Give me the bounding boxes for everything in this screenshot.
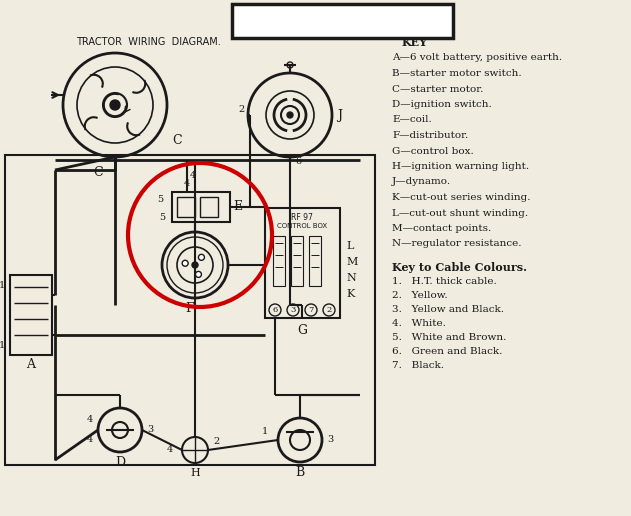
Text: 6: 6: [273, 306, 278, 314]
Text: H—ignition warning light.: H—ignition warning light.: [392, 162, 529, 171]
Text: Key to Cable Colours.: Key to Cable Colours.: [392, 262, 527, 273]
Text: 4: 4: [87, 436, 93, 444]
Bar: [172, 192, 230, 222]
Text: 6: 6: [295, 157, 301, 167]
Text: H: H: [190, 468, 200, 478]
Text: 1: 1: [0, 281, 5, 289]
Text: E: E: [233, 201, 242, 214]
Circle shape: [192, 262, 198, 268]
Circle shape: [182, 260, 188, 266]
Text: N—regulator resistance.: N—regulator resistance.: [392, 239, 521, 249]
Text: 6 Volt TEA 20: 6 Volt TEA 20: [261, 9, 425, 33]
Text: 4: 4: [87, 415, 93, 425]
Text: L: L: [346, 241, 353, 251]
Text: 4: 4: [184, 180, 190, 188]
Text: B—starter motor switch.: B—starter motor switch.: [392, 69, 522, 78]
Bar: [273, 236, 285, 286]
Circle shape: [287, 112, 293, 118]
Text: 2: 2: [239, 105, 245, 114]
Text: B: B: [295, 465, 305, 478]
Text: 1: 1: [0, 341, 5, 349]
Circle shape: [196, 271, 201, 278]
Text: 4: 4: [190, 170, 196, 180]
Text: K—cut-out series winding.: K—cut-out series winding.: [392, 193, 531, 202]
Text: D—ignition switch.: D—ignition switch.: [392, 100, 492, 109]
Text: M—contact points.: M—contact points.: [392, 224, 492, 233]
Circle shape: [198, 254, 204, 261]
Bar: [232, 4, 453, 38]
Text: 3.   Yellow and Black.: 3. Yellow and Black.: [392, 305, 504, 314]
Text: 1.   H.T. thick cable.: 1. H.T. thick cable.: [392, 277, 497, 286]
Text: E—coil.: E—coil.: [392, 116, 432, 124]
Text: KEY: KEY: [402, 37, 428, 47]
Text: 2: 2: [326, 306, 332, 314]
Text: M: M: [346, 257, 357, 267]
Text: 6.   Green and Black.: 6. Green and Black.: [392, 347, 502, 356]
Circle shape: [110, 100, 120, 110]
Text: F: F: [186, 301, 194, 314]
Text: 3: 3: [147, 426, 153, 434]
Text: 4.   White.: 4. White.: [392, 319, 446, 328]
Text: C: C: [172, 134, 182, 147]
Text: 2.   Yellow.: 2. Yellow.: [392, 291, 447, 300]
Text: K: K: [346, 289, 355, 299]
Bar: [265, 208, 340, 318]
Text: F—distributor.: F—distributor.: [392, 131, 468, 140]
Text: A—6 volt battery, positive earth.: A—6 volt battery, positive earth.: [392, 54, 562, 62]
Text: G: G: [297, 324, 307, 336]
Text: C—starter motor.: C—starter motor.: [392, 85, 483, 93]
Text: 7: 7: [309, 306, 314, 314]
Text: CONTROL BOX: CONTROL BOX: [277, 223, 327, 229]
Text: J—dynamo.: J—dynamo.: [392, 178, 451, 186]
Text: L—cut-out shunt winding.: L—cut-out shunt winding.: [392, 208, 528, 218]
Text: 7.   Black.: 7. Black.: [392, 361, 444, 370]
Text: 3: 3: [327, 436, 333, 444]
Text: 3: 3: [290, 306, 296, 314]
Text: TRACTOR  WIRING  DIAGRAM.: TRACTOR WIRING DIAGRAM.: [76, 37, 220, 47]
Text: J: J: [337, 108, 342, 121]
Bar: [291, 236, 303, 286]
Text: N: N: [346, 273, 356, 283]
Text: 5: 5: [157, 195, 163, 203]
Text: 5.   White and Brown.: 5. White and Brown.: [392, 333, 506, 342]
Bar: [177, 197, 195, 217]
Text: C: C: [93, 166, 103, 179]
Bar: [309, 236, 321, 286]
Text: 5: 5: [159, 213, 165, 221]
Text: 2: 2: [213, 438, 219, 446]
Text: 1: 1: [262, 427, 268, 437]
Text: RF 97: RF 97: [291, 214, 313, 222]
Text: 4: 4: [167, 445, 173, 455]
Bar: [10, 275, 52, 355]
Bar: [200, 197, 218, 217]
Text: D: D: [115, 456, 125, 469]
Text: A: A: [27, 359, 35, 372]
Bar: [5, 155, 375, 465]
Text: G—control box.: G—control box.: [392, 147, 474, 155]
